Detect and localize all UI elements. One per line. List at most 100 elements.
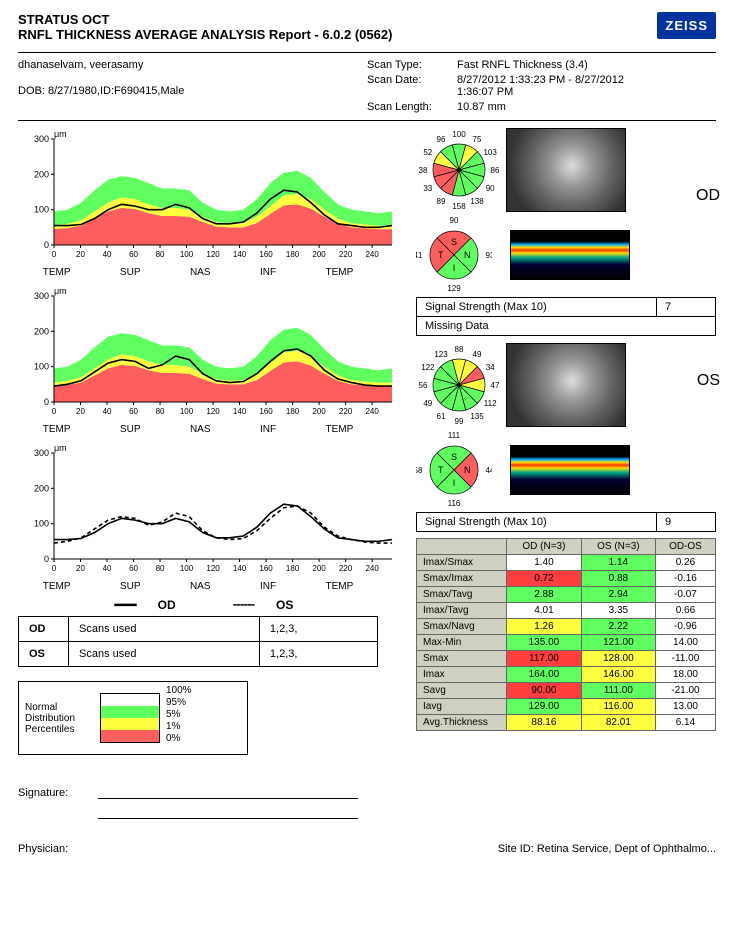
distribution-legend: Normal Distribution Percentiles 100%95%5… [18,681,248,755]
svg-text:20: 20 [76,407,85,416]
svg-text:80: 80 [156,407,165,416]
od-quadrant-chart: S90N93I129T41 [416,217,492,293]
svg-text:100: 100 [180,564,194,573]
svg-text:T: T [438,465,444,475]
svg-text:300: 300 [34,448,49,458]
svg-text:120: 120 [206,564,220,573]
svg-text:49: 49 [473,350,482,359]
svg-text:49: 49 [423,399,432,408]
svg-text:180: 180 [286,564,300,573]
od-clock-row: 1007510386901381588933385296 OD [416,127,716,213]
svg-text:100: 100 [180,250,194,259]
svg-text:240: 240 [365,250,379,259]
svg-text:140: 140 [233,564,247,573]
os-clock-row: 8849344711213599614956122123 OS [416,342,716,428]
svg-text:89: 89 [437,197,446,206]
svg-text:S: S [451,237,457,247]
svg-text:160: 160 [259,407,273,416]
od-signal-table: Signal Strength (Max 10)7 Missing Data [416,297,716,336]
svg-text:122: 122 [421,363,435,372]
svg-text:200: 200 [34,169,49,179]
os-eye-label: OS [697,372,720,390]
svg-text:20: 20 [76,564,85,573]
title-line2: RNFL THICKNESS AVERAGE ANALYSIS Report -… [18,27,657,42]
svg-text:100: 100 [180,407,194,416]
svg-text:61: 61 [437,412,446,421]
svg-text:60: 60 [129,250,138,259]
title-line1: STRATUS OCT [18,12,657,27]
svg-text:μm: μm [54,129,67,139]
svg-text:μm: μm [54,443,67,453]
svg-text:0: 0 [44,240,49,250]
svg-text:200: 200 [312,407,326,416]
svg-text:33: 33 [423,184,432,193]
svg-text:N: N [464,465,471,475]
svg-text:135: 135 [470,412,484,421]
svg-text:38: 38 [419,166,428,175]
svg-text:40: 40 [103,564,112,573]
svg-text:120: 120 [206,407,220,416]
svg-text:200: 200 [312,250,326,259]
svg-text:80: 80 [156,564,165,573]
od-clockhour-chart: 1007510386901381588933385296 [416,127,502,213]
scan-date-label: Scan Date: [367,74,457,98]
scans-used-table: ODScans used1,2,3, OSScans used1,2,3, [18,616,378,667]
tsnit-chart-os: 0100200300020406080100120140160180200220… [18,284,408,435]
svg-text:103: 103 [483,148,497,157]
svg-text:200: 200 [312,564,326,573]
svg-text:80: 80 [156,250,165,259]
site-id: Site ID: Retina Service, Dept of Ophthal… [498,843,716,855]
svg-text:180: 180 [286,250,300,259]
meta-section: dhanaselvam, veerasamy DOB: 8/27/1980,ID… [18,59,716,116]
svg-text:0: 0 [52,250,57,259]
svg-text:34: 34 [486,363,495,372]
svg-text:41: 41 [416,251,423,260]
line-legend: ━━━ OD ╌╌╌ OS [18,598,408,612]
zeiss-logo: ZEISS [657,12,716,39]
signature-line [98,785,358,799]
svg-text:300: 300 [34,134,49,144]
svg-text:138: 138 [470,197,484,206]
svg-text:58: 58 [416,466,423,475]
os-bscan-image [510,445,630,495]
svg-text:160: 160 [259,564,273,573]
svg-text:60: 60 [129,407,138,416]
svg-text:40: 40 [103,407,112,416]
svg-text:120: 120 [206,250,220,259]
svg-text:90: 90 [450,217,459,225]
patient-dob: DOB: 8/27/1980,ID:F690415,Male [18,85,367,97]
os-quadrant-chart: S111N44I116T58 [416,432,492,508]
scan-type-value: Fast RNFL Thickness (3.4) [457,59,588,71]
svg-text:100: 100 [34,519,49,529]
svg-text:I: I [453,263,456,273]
svg-text:240: 240 [365,564,379,573]
scan-date-value: 8/27/2012 1:33:23 PM - 8/27/2012 1:36:07… [457,74,647,98]
svg-text:0: 0 [52,564,57,573]
od-fundus-image [506,128,626,212]
svg-text:240: 240 [365,407,379,416]
svg-text:160: 160 [259,250,273,259]
scan-length-label: Scan Length: [367,101,457,113]
right-column: 1007510386901381588933385296 OD S90N93I1… [408,127,716,755]
od-eye-label: OD [696,187,720,205]
svg-text:44: 44 [486,466,492,475]
svg-text:S: S [451,452,457,462]
svg-text:0: 0 [52,407,57,416]
svg-text:0: 0 [44,397,49,407]
svg-text:T: T [438,250,444,260]
report-header: STRATUS OCT RNFL THICKNESS AVERAGE ANALY… [18,12,716,48]
svg-text:75: 75 [473,135,482,144]
svg-text:56: 56 [419,381,428,390]
svg-text:40: 40 [103,250,112,259]
svg-text:100: 100 [452,130,466,139]
svg-text:90: 90 [486,184,495,193]
svg-text:220: 220 [339,564,353,573]
tsnit-chart-od: 0100200300020406080100120140160180200220… [18,127,408,278]
svg-text:88: 88 [455,345,464,354]
svg-text:99: 99 [455,417,464,426]
od-bscan-image [510,230,630,280]
signature-label: Signature: [18,787,98,799]
svg-text:60: 60 [129,564,138,573]
scan-length-value: 10.87 mm [457,101,506,113]
divider-meta [18,120,716,121]
